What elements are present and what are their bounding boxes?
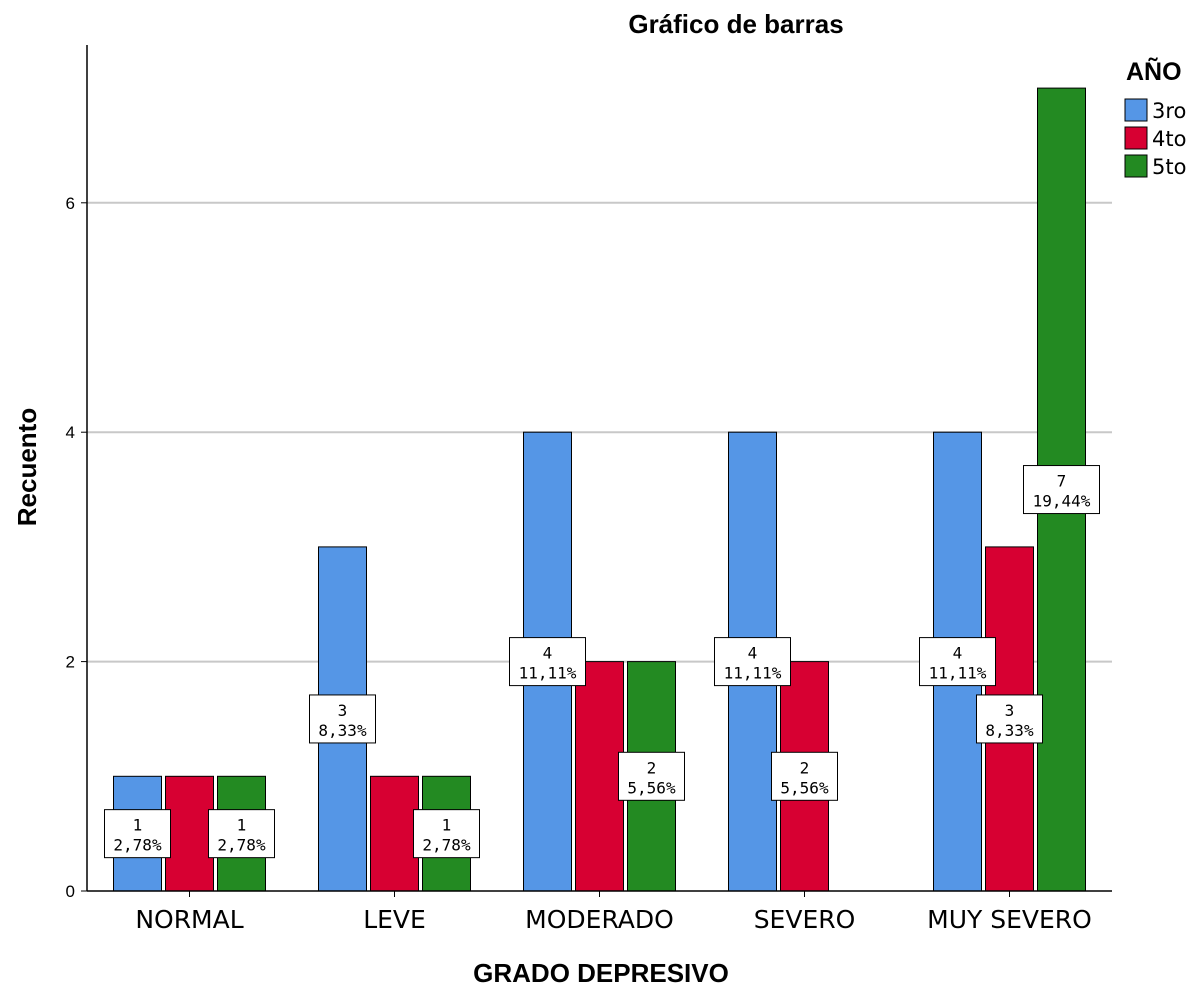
data-label-normal-5to: 12,78%	[208, 809, 275, 859]
data-label-box	[309, 694, 376, 744]
axes	[81, 45, 1112, 897]
data-label-count: 2	[647, 758, 657, 777]
data-label-muy-severo-5to: 719,44%	[1023, 465, 1100, 515]
data-label-box	[1023, 465, 1100, 515]
legend-label-4to: 4to	[1152, 127, 1186, 151]
legend-swatch-4to	[1124, 126, 1148, 150]
bar-normal-4to	[165, 775, 214, 892]
category-label-normal: NORMAL	[135, 905, 243, 934]
data-label-percent: 2,78%	[217, 836, 266, 855]
data-label-leve-5to: 12,78%	[413, 809, 480, 859]
data-label-moderado-3ro: 411,11%	[509, 637, 586, 687]
data-label-percent: 11,11%	[519, 664, 577, 683]
category-labels: NORMAL LEVE MODERADO SEVERO MUY SEVERO	[135, 905, 1092, 934]
category-label-leve: LEVE	[363, 905, 426, 934]
data-label-percent: 8,33%	[985, 721, 1034, 740]
data-label-box	[509, 637, 586, 687]
legend-swatch-5to	[1124, 154, 1148, 178]
legend-swatch-3ro	[1124, 98, 1148, 122]
data-label-percent: 11,11%	[724, 664, 782, 683]
legend-title: AÑO	[1126, 56, 1182, 86]
data-label-count: 3	[338, 701, 348, 720]
legend: AÑO 3ro 4to 5to	[1124, 56, 1186, 179]
data-label-count: 4	[748, 644, 758, 663]
data-label-box	[771, 751, 838, 801]
data-label-muy-severo-3ro: 411,11%	[919, 637, 996, 687]
data-label-box	[976, 694, 1043, 744]
data-label-percent: 5,56%	[780, 778, 829, 797]
data-label-box	[618, 751, 685, 801]
y-axis-title: Recuento	[12, 408, 42, 526]
data-label-count: 1	[237, 816, 247, 835]
data-label-percent: 11,11%	[929, 664, 987, 683]
bar-leve-4to	[370, 775, 419, 892]
data-label-moderado-5to: 25,56%	[618, 751, 685, 801]
data-label-box	[714, 637, 791, 687]
data-label-percent: 2,78%	[113, 836, 162, 855]
data-label-count: 4	[953, 644, 963, 663]
data-label-count: 3	[1005, 701, 1015, 720]
data-label-count: 4	[543, 644, 553, 663]
data-label-severo-3ro: 411,11%	[714, 637, 791, 687]
y-tick-labels: 0 2 4 6	[66, 194, 75, 901]
category-label-moderado: MODERADO	[525, 905, 674, 934]
data-label-muy-severo-4to: 38,33%	[976, 694, 1043, 744]
data-label-count: 7	[1057, 472, 1067, 491]
data-label-count: 1	[133, 816, 143, 835]
data-label-box	[919, 637, 996, 687]
data-label-count: 1	[442, 816, 452, 835]
legend-label-5to: 5to	[1152, 155, 1186, 179]
chart-title: Gráfico de barras	[628, 9, 843, 39]
data-labels: 12,78%12,78%38,33%12,78%411,11%25,56%411…	[104, 465, 1100, 859]
y-tick-label-0: 0	[66, 882, 75, 901]
data-label-leve-3ro: 38,33%	[309, 694, 376, 744]
data-label-box	[413, 809, 480, 859]
data-label-percent: 19,44%	[1033, 492, 1091, 511]
y-tick-label-2: 2	[66, 653, 75, 672]
data-label-box	[208, 809, 275, 859]
data-label-percent: 5,56%	[627, 778, 676, 797]
data-label-normal-3ro: 12,78%	[104, 809, 171, 859]
data-label-box	[104, 809, 171, 859]
category-label-muy-severo: MUY SEVERO	[927, 905, 1092, 934]
y-tick-label-6: 6	[66, 194, 75, 213]
data-label-percent: 8,33%	[318, 721, 367, 740]
data-label-percent: 2,78%	[422, 836, 471, 855]
bar-moderado-4to	[575, 661, 624, 892]
data-label-severo-4to: 25,56%	[771, 751, 838, 801]
bars	[113, 87, 1086, 892]
category-label-severo: SEVERO	[754, 905, 856, 934]
x-axis-title: GRADO DEPRESIVO	[473, 958, 729, 988]
y-tick-label-4: 4	[66, 423, 75, 442]
data-label-count: 2	[800, 758, 810, 777]
legend-label-3ro: 3ro	[1152, 99, 1186, 123]
